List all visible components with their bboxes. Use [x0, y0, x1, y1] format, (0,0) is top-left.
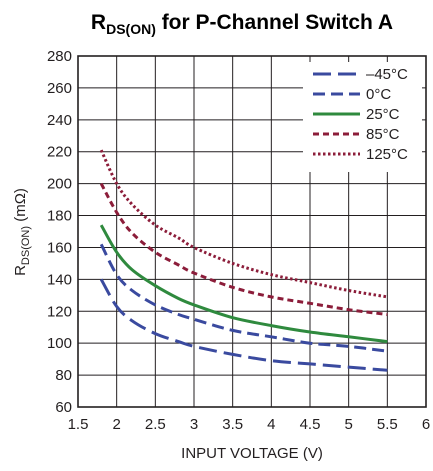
x-tick-label: 3 — [190, 416, 198, 433]
y-tick-label: 160 — [47, 239, 72, 256]
y-tick-label: 100 — [47, 335, 72, 352]
y-tick-label: 220 — [47, 144, 72, 161]
y-tick-label: 260 — [47, 80, 72, 97]
series-line-2 — [99, 224, 388, 344]
y-axis-label-sub: DS(ON) — [20, 226, 32, 265]
x-tick-label: 5.5 — [377, 416, 398, 433]
x-tick-label: 4.5 — [300, 416, 321, 433]
legend-label: –45°C — [366, 66, 408, 83]
y-tick-label: 60 — [55, 399, 72, 416]
x-tick-label: 2.5 — [145, 416, 166, 433]
legend-background — [303, 62, 422, 172]
chart-title: RDS(ON) for P-Channel Switch A — [91, 11, 393, 37]
x-tick-label: 1.5 — [68, 416, 89, 433]
chart-title-rest: for P-Channel Switch A — [156, 11, 393, 34]
chart-title-sub: DS(ON) — [106, 21, 156, 37]
x-tick-label: 4 — [267, 416, 275, 433]
series-lines — [99, 149, 388, 372]
y-tick-label: 240 — [47, 112, 72, 129]
x-axis-label: INPUT VOLTAGE (V) — [181, 445, 323, 462]
y-axis-label-main: R — [12, 265, 29, 276]
x-tick-label: 2 — [112, 416, 120, 433]
legend-label: 85°C — [366, 126, 400, 143]
series-line-1 — [99, 243, 388, 353]
series-line-3 — [99, 182, 388, 316]
plot-frame — [77, 55, 427, 408]
x-tick-label: 3.5 — [222, 416, 243, 433]
series-line-4 — [99, 149, 388, 299]
y-tick-label: 180 — [47, 208, 72, 225]
y-tick-label: 280 — [47, 48, 72, 65]
y-tick-label: 120 — [47, 303, 72, 320]
y-axis-label-rest: (mΩ) — [12, 188, 29, 226]
y-tick-label: 80 — [55, 367, 72, 384]
x-tick-label: 6 — [422, 416, 430, 433]
y-tick-label: 140 — [47, 271, 72, 288]
y-tick-labels: 60 80 100 120 140 160 180 200 220 240 260 280 — [47, 48, 72, 416]
y-axis-label: RDS(ON) (mΩ) — [12, 188, 32, 276]
legend-label: 25°C — [366, 106, 400, 123]
x-tick-label: 5 — [344, 416, 352, 433]
legend-label: 0°C — [366, 86, 391, 103]
legend: –45°C 0°C 25°C 85°C 125°C — [313, 66, 408, 163]
chart-title-main: R — [91, 11, 106, 34]
x-tick-labels: 1.5 2 2.5 3 3.5 4 4.5 5 5.5 6 — [68, 416, 431, 433]
y-tick-label: 200 — [47, 176, 72, 193]
legend-label: 125°C — [366, 146, 408, 163]
